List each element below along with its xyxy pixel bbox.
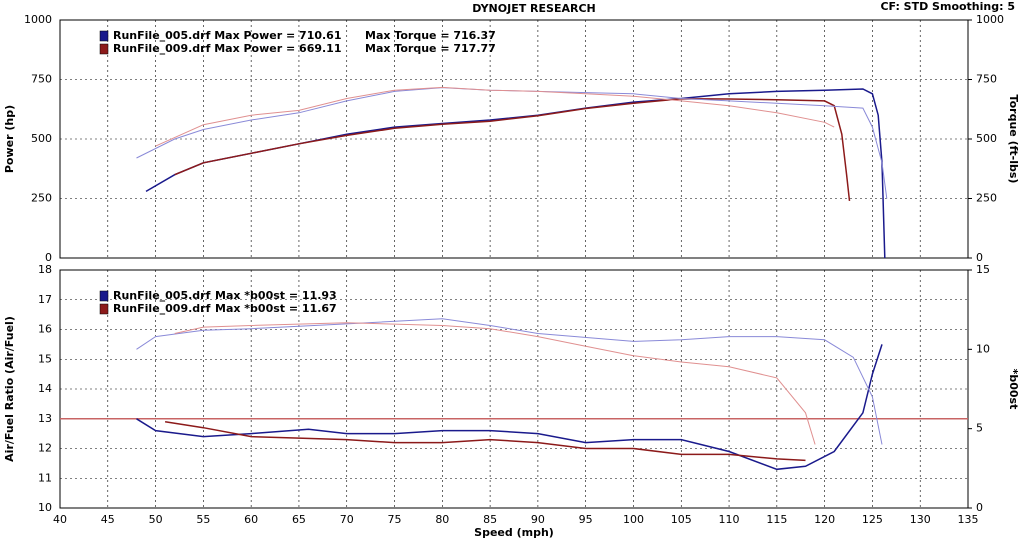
legend-label: RunFile_005.drf Max Power = 710.61 — [113, 29, 342, 42]
y-tick-label: 1000 — [24, 13, 52, 26]
x-tick-label: 105 — [671, 513, 692, 526]
legend-label: RunFile_009.drf — [113, 302, 211, 315]
legend-label: RunFile_005.drf — [113, 289, 211, 302]
x-tick-label: 40 — [53, 513, 67, 526]
x-tick-label: 85 — [483, 513, 497, 526]
legend-swatch — [99, 290, 109, 302]
x-tick-label: 65 — [292, 513, 306, 526]
chart-title: DYNOJET RESEARCH — [472, 2, 595, 15]
x-tick-label: 70 — [340, 513, 354, 526]
y-tick-label: 0 — [45, 251, 52, 264]
chart-subtitle: CF: STD Smoothing: 5 — [880, 0, 1015, 13]
y-tick-label: 250 — [31, 192, 52, 205]
y2-tick-label: 0 — [976, 251, 983, 264]
x-tick-label: 120 — [814, 513, 835, 526]
y2-tick-label: 1000 — [976, 13, 1004, 26]
x-tick-label: 135 — [958, 513, 979, 526]
y-tick-label: 13 — [38, 412, 52, 425]
series-line — [136, 344, 883, 471]
y2-tick-label: 5 — [976, 422, 983, 435]
y-tick-label: 11 — [38, 471, 52, 484]
x-tick-label: 80 — [435, 513, 449, 526]
y-axis-label: Power (hp) — [3, 105, 16, 173]
y2-tick-label: 750 — [976, 73, 997, 86]
y-tick-label: 750 — [31, 73, 52, 86]
x-tick-label: 125 — [862, 513, 883, 526]
y2-tick-label: 0 — [976, 501, 983, 514]
y-tick-label: 18 — [38, 263, 52, 276]
x-tick-label: 115 — [766, 513, 787, 526]
x-tick-label: 55 — [196, 513, 210, 526]
y-tick-label: 16 — [38, 323, 52, 336]
y-tick-label: 12 — [38, 442, 52, 455]
legend-swatch — [99, 30, 109, 42]
y2-tick-label: 15 — [976, 263, 990, 276]
series-line — [164, 420, 806, 462]
y-axis-label: Air/Fuel Ratio (Air/Fuel) — [3, 316, 16, 462]
y-tick-label: 15 — [38, 352, 52, 365]
x-tick-label: 90 — [531, 513, 545, 526]
series-line — [136, 87, 888, 199]
x-tick-label: 130 — [910, 513, 931, 526]
series-line — [136, 318, 883, 445]
legend-swatch — [99, 43, 109, 55]
legend-label: Max *b00st = 11.67 — [215, 302, 337, 315]
x-tick-label: 45 — [101, 513, 115, 526]
legend-label: Max *b00st = 11.93 — [215, 289, 337, 302]
y-tick-label: 14 — [38, 382, 52, 395]
y2-tick-label: 500 — [976, 132, 997, 145]
x-tick-label: 75 — [388, 513, 402, 526]
y2-tick-label: 10 — [976, 342, 990, 355]
series-line — [155, 86, 835, 147]
x-axis-label: Speed (mph) — [474, 526, 554, 539]
y2-axis-label: Torque (ft-lbs) — [1007, 95, 1020, 184]
legend-swatch — [99, 303, 109, 315]
x-tick-label: 60 — [244, 513, 258, 526]
legend-label: Max Torque = 717.77 — [365, 42, 496, 55]
y2-axis-label: *b00st — [1007, 369, 1020, 410]
y-tick-label: 10 — [38, 501, 52, 514]
x-tick-label: 95 — [579, 513, 593, 526]
y2-tick-label: 250 — [976, 192, 997, 205]
y-tick-label: 17 — [38, 293, 52, 306]
series-line — [174, 98, 851, 201]
x-tick-label: 100 — [623, 513, 644, 526]
legend-label: RunFile_009.drf Max Power = 669.11 — [113, 42, 342, 55]
legend-label: Max Torque = 716.37 — [365, 29, 496, 42]
y-tick-label: 500 — [31, 132, 52, 145]
series-line — [174, 322, 816, 445]
x-tick-label: 50 — [149, 513, 163, 526]
x-tick-label: 110 — [719, 513, 740, 526]
